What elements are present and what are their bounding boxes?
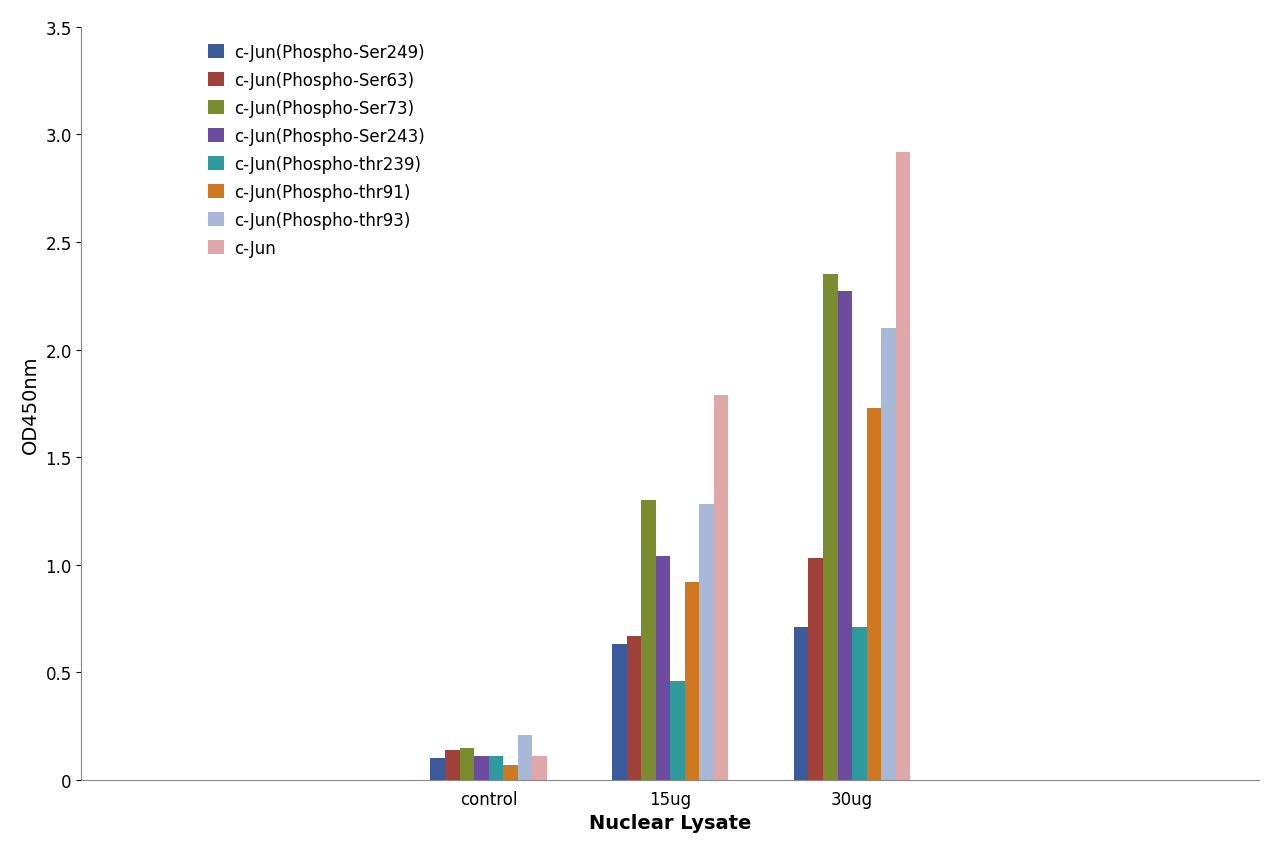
Bar bbox=[460, 748, 474, 780]
Bar bbox=[699, 505, 714, 780]
Bar bbox=[503, 765, 517, 780]
Bar bbox=[489, 757, 503, 780]
Bar bbox=[794, 628, 809, 780]
Legend: c-Jun(Phospho-Ser249), c-Jun(Phospho-Ser63), c-Jun(Phospho-Ser73), c-Jun(Phospho: c-Jun(Phospho-Ser249), c-Jun(Phospho-Ser… bbox=[207, 44, 425, 258]
Bar bbox=[809, 559, 823, 780]
Bar bbox=[823, 275, 837, 780]
Bar bbox=[881, 328, 896, 780]
Bar bbox=[867, 409, 881, 780]
Bar bbox=[714, 395, 728, 780]
Bar bbox=[612, 645, 627, 780]
Bar bbox=[445, 750, 460, 780]
Bar bbox=[627, 636, 641, 780]
Bar bbox=[896, 153, 910, 780]
Bar bbox=[671, 681, 685, 780]
Bar bbox=[685, 583, 699, 780]
X-axis label: Nuclear Lysate: Nuclear Lysate bbox=[589, 813, 751, 833]
Bar bbox=[655, 556, 671, 780]
Bar bbox=[532, 757, 547, 780]
Bar bbox=[474, 757, 489, 780]
Bar bbox=[837, 292, 852, 780]
Bar bbox=[517, 734, 532, 780]
Bar bbox=[852, 628, 867, 780]
Bar bbox=[430, 758, 445, 780]
Y-axis label: OD450nm: OD450nm bbox=[20, 355, 40, 453]
Bar bbox=[641, 501, 655, 780]
